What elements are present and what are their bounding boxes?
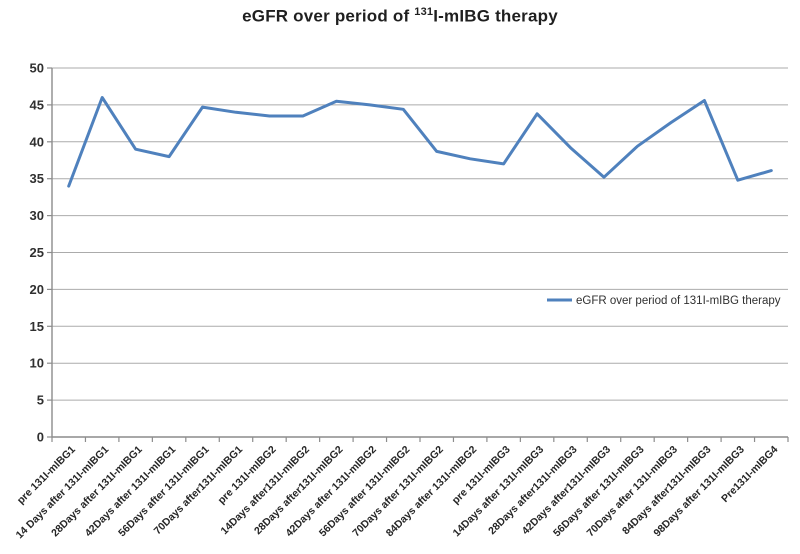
y-axis-labels: 0 5 10 15 20 25 30 35 40 45 50 [30,61,52,445]
y-axis-label: 10 [30,356,44,371]
chart-title: eGFR over period of 131I-mIBG therapy [0,6,800,27]
y-axis-label: 30 [30,208,44,223]
x-axis-label: pre 131I-mIBG3 [450,444,513,507]
chart-title-suffix: I-mIBG therapy [433,6,558,26]
gridlines [52,67,788,401]
legend-label: eGFR over period of 131I-mIBG therapy [576,295,781,307]
egfr-series-line [67,96,773,188]
y-axis-label: 35 [30,171,44,186]
chart-title-prefix: eGFR over period of [242,6,415,26]
legend: eGFR over period of 131I-mIBG therapy [547,295,781,307]
y-axis-label: 20 [30,282,44,297]
chart-title-superscript: 131 [414,6,434,18]
y-axis-label: 40 [30,134,44,149]
y-axis-label: 5 [37,393,44,408]
y-axis-label: 15 [30,319,44,334]
y-axis-label: 50 [30,61,44,76]
x-axis-label: pre 131I-mIBG2 [216,444,279,507]
x-axis-ticks [51,437,789,442]
x-axis-label: pre 131I-mIBG1 [15,444,78,507]
y-axis-label: 0 [37,430,44,445]
y-axis-label: 25 [30,245,44,260]
y-axis-label: 45 [30,97,44,112]
